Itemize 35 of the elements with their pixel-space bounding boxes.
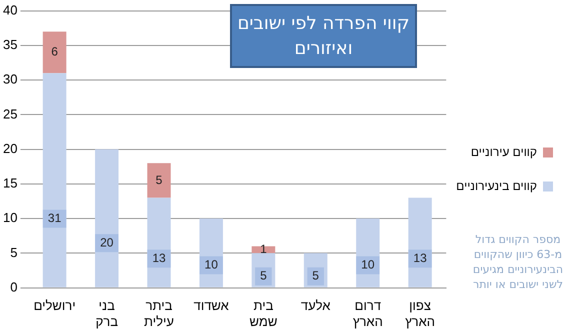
x-tick-label: אלעד bbox=[300, 298, 330, 314]
y-tick-label: 15 bbox=[2, 176, 18, 191]
legend-label: קווים בינעירוניים bbox=[456, 178, 537, 193]
bar bbox=[147, 163, 171, 198]
x-tick-label: ירושלים bbox=[34, 298, 76, 314]
data-label: 13 bbox=[152, 250, 166, 265]
y-tick-label: 10 bbox=[2, 210, 18, 226]
x-tick-label: בני ברק bbox=[96, 298, 118, 329]
data-label: 10 bbox=[204, 258, 218, 272]
legend-label: קווים עירוניים bbox=[470, 144, 537, 159]
y-tick-label: 35 bbox=[2, 37, 18, 52]
data-label: 5 bbox=[156, 172, 163, 187]
data-label: 5 bbox=[312, 268, 320, 283]
y-tick-label: 30 bbox=[2, 72, 18, 87]
text: קווי הפרדה לפי ישובים ואיזורים bbox=[230, 4, 417, 68]
data-label: 20 bbox=[100, 235, 114, 250]
data-label: 13 bbox=[413, 250, 428, 265]
bar bbox=[42, 73, 66, 288]
x-tick-label: ביתר עילית bbox=[144, 298, 174, 329]
bar bbox=[42, 32, 66, 74]
data-label: 5 bbox=[260, 268, 268, 283]
x-tick-label: אשדוד bbox=[194, 298, 229, 314]
y-tick-label: 40 bbox=[2, 2, 18, 18]
y-tick-label: 0 bbox=[10, 279, 18, 294]
y-tick-label: 5 bbox=[10, 244, 18, 260]
y-tick-label: 20 bbox=[2, 140, 18, 156]
text: מספר הקווים גדול מ-63 כיוון שהקווים הבינעירוניים מגיעים לשני ישובים או יותר bbox=[472, 232, 564, 292]
y-tick-label: 25 bbox=[2, 106, 18, 122]
data-label: 6 bbox=[51, 44, 58, 59]
data-label: 10 bbox=[361, 258, 375, 272]
data-label: 1 bbox=[260, 242, 268, 256]
data-label: 31 bbox=[48, 211, 62, 226]
x-tick-label: צפון הארץ bbox=[405, 298, 436, 329]
x-tick-label: דרום הארץ bbox=[352, 298, 383, 329]
x-tick-label: בית שמש bbox=[250, 298, 278, 329]
